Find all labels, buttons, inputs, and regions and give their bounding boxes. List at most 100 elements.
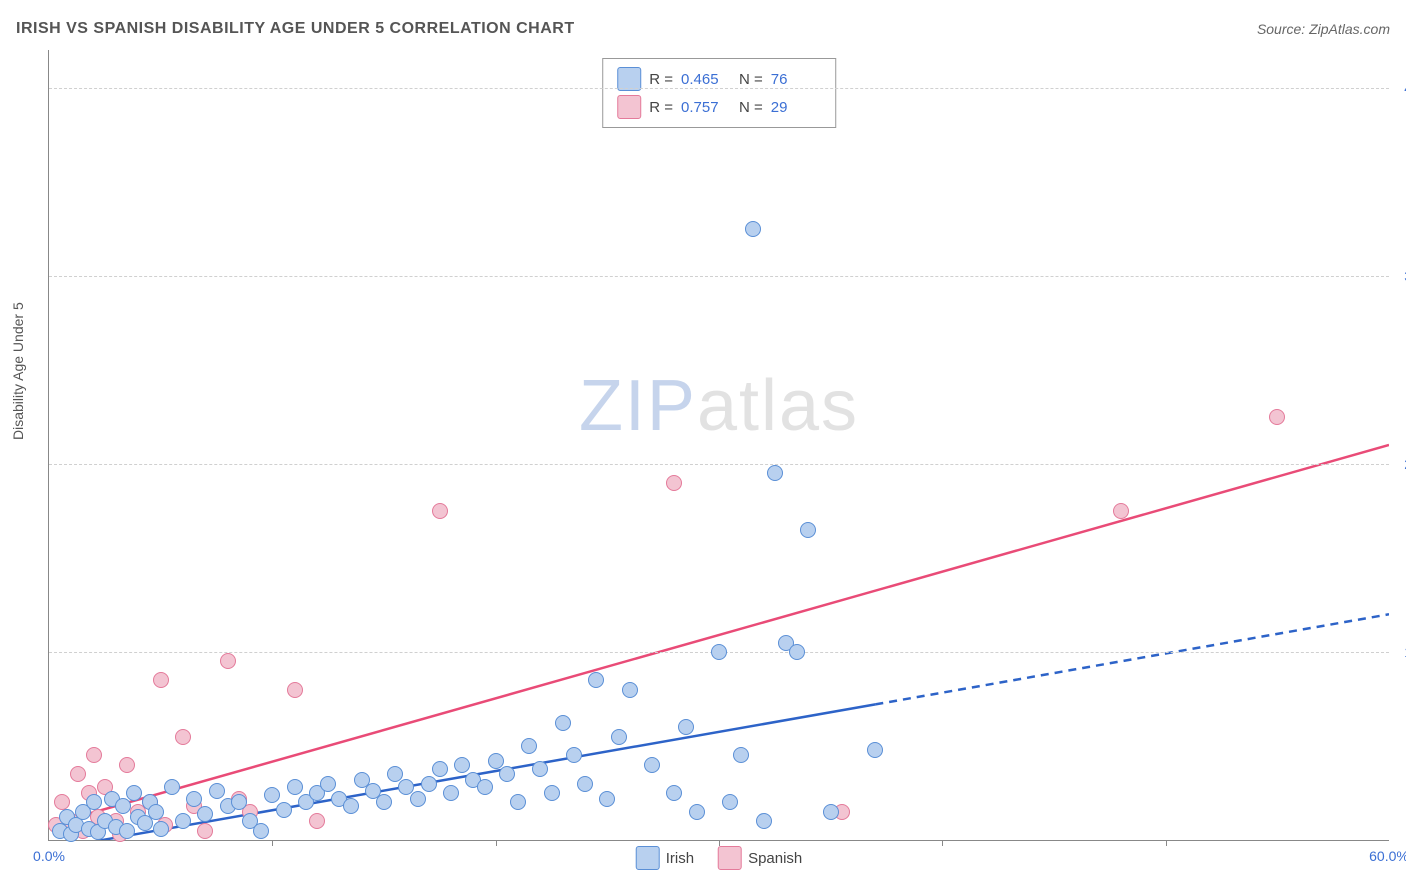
data-point-irish: [767, 465, 783, 481]
data-point-spanish: [309, 813, 325, 829]
data-point-irish: [253, 823, 269, 839]
data-point-irish: [209, 783, 225, 799]
stats-box: R = 0.465 N = 76 R = 0.757 N = 29: [602, 58, 836, 128]
data-point-spanish: [1113, 503, 1129, 519]
data-point-irish: [343, 798, 359, 814]
chart-header: IRISH VS SPANISH DISABILITY AGE UNDER 5 …: [16, 20, 1390, 38]
stat-n-label2: N =: [739, 99, 763, 116]
data-point-spanish: [287, 682, 303, 698]
data-point-irish: [148, 804, 164, 820]
stat-r-label: R =: [649, 71, 673, 88]
stat-n-irish: 76: [771, 71, 821, 88]
data-point-irish: [733, 747, 749, 763]
data-point-irish: [153, 821, 169, 837]
source-name: ZipAtlas.com: [1309, 21, 1390, 37]
scatter-chart: ZIPatlas R = 0.465 N = 76 R = 0.757 N = …: [48, 50, 1389, 841]
legend-swatch-irish: [636, 846, 660, 870]
data-point-spanish: [666, 475, 682, 491]
data-point-irish: [376, 794, 392, 810]
source-label: Source:: [1257, 21, 1309, 37]
data-point-irish: [186, 791, 202, 807]
trend-lines-layer: [49, 50, 1389, 840]
legend-label-irish: Irish: [666, 850, 694, 867]
data-point-irish: [164, 779, 180, 795]
data-point-irish: [555, 715, 571, 731]
stats-row-spanish: R = 0.757 N = 29: [617, 93, 821, 121]
data-point-spanish: [119, 757, 135, 773]
data-point-irish: [622, 682, 638, 698]
data-point-irish: [432, 761, 448, 777]
data-point-irish: [119, 823, 135, 839]
data-point-irish: [566, 747, 582, 763]
data-point-irish: [197, 806, 213, 822]
data-point-spanish: [197, 823, 213, 839]
stat-n-label: N =: [739, 71, 763, 88]
swatch-spanish: [617, 95, 641, 119]
x-tick-mark: [719, 840, 720, 846]
data-point-irish: [599, 791, 615, 807]
data-point-irish: [577, 776, 593, 792]
data-point-irish: [644, 757, 660, 773]
data-point-irish: [510, 794, 526, 810]
x-tick-mark: [496, 840, 497, 846]
x-tick-mark: [1166, 840, 1167, 846]
data-point-irish: [454, 757, 470, 773]
data-point-irish: [544, 785, 560, 801]
legend-label-spanish: Spanish: [748, 850, 802, 867]
data-point-spanish: [1269, 409, 1285, 425]
data-point-spanish: [70, 766, 86, 782]
data-point-irish: [287, 779, 303, 795]
data-point-spanish: [220, 653, 236, 669]
data-point-irish: [126, 785, 142, 801]
legend-item-spanish: Spanish: [718, 846, 802, 870]
data-point-irish: [387, 766, 403, 782]
data-point-irish: [611, 729, 627, 745]
data-point-irish: [477, 779, 493, 795]
data-point-irish: [800, 522, 816, 538]
data-point-irish: [115, 798, 131, 814]
legend: Irish Spanish: [636, 846, 803, 870]
data-point-spanish: [432, 503, 448, 519]
data-point-irish: [521, 738, 537, 754]
data-point-irish: [756, 813, 772, 829]
stat-n-spanish: 29: [771, 99, 821, 116]
x-tick-mark: [272, 840, 273, 846]
source-attribution: Source: ZipAtlas.com: [1257, 21, 1390, 37]
data-point-irish: [823, 804, 839, 820]
data-point-spanish: [153, 672, 169, 688]
data-point-irish: [722, 794, 738, 810]
data-point-irish: [320, 776, 336, 792]
data-point-spanish: [54, 794, 70, 810]
data-point-irish: [421, 776, 437, 792]
data-point-irish: [86, 794, 102, 810]
data-point-irish: [666, 785, 682, 801]
gridline-h: [49, 88, 1389, 89]
watermark-atlas: atlas: [697, 366, 859, 446]
legend-item-irish: Irish: [636, 846, 694, 870]
data-point-irish: [689, 804, 705, 820]
x-tick-mark: [942, 840, 943, 846]
data-point-irish: [867, 742, 883, 758]
data-point-irish: [499, 766, 515, 782]
data-point-irish: [789, 644, 805, 660]
x-tick-label: 0.0%: [33, 848, 65, 864]
data-point-irish: [678, 719, 694, 735]
stat-r-irish: 0.465: [681, 71, 731, 88]
data-point-irish: [488, 753, 504, 769]
data-point-irish: [443, 785, 459, 801]
data-point-spanish: [86, 747, 102, 763]
x-tick-label: 60.0%: [1369, 848, 1406, 864]
y-axis-label: Disability Age Under 5: [10, 302, 26, 440]
legend-swatch-spanish: [718, 846, 742, 870]
data-point-spanish: [175, 729, 191, 745]
data-point-irish: [532, 761, 548, 777]
watermark-zip: ZIP: [579, 366, 697, 446]
data-point-irish: [711, 644, 727, 660]
stat-r-spanish: 0.757: [681, 99, 731, 116]
data-point-irish: [588, 672, 604, 688]
data-point-irish: [231, 794, 247, 810]
gridline-h: [49, 464, 1389, 465]
stat-r-label2: R =: [649, 99, 673, 116]
data-point-irish: [264, 787, 280, 803]
stats-row-irish: R = 0.465 N = 76: [617, 65, 821, 93]
